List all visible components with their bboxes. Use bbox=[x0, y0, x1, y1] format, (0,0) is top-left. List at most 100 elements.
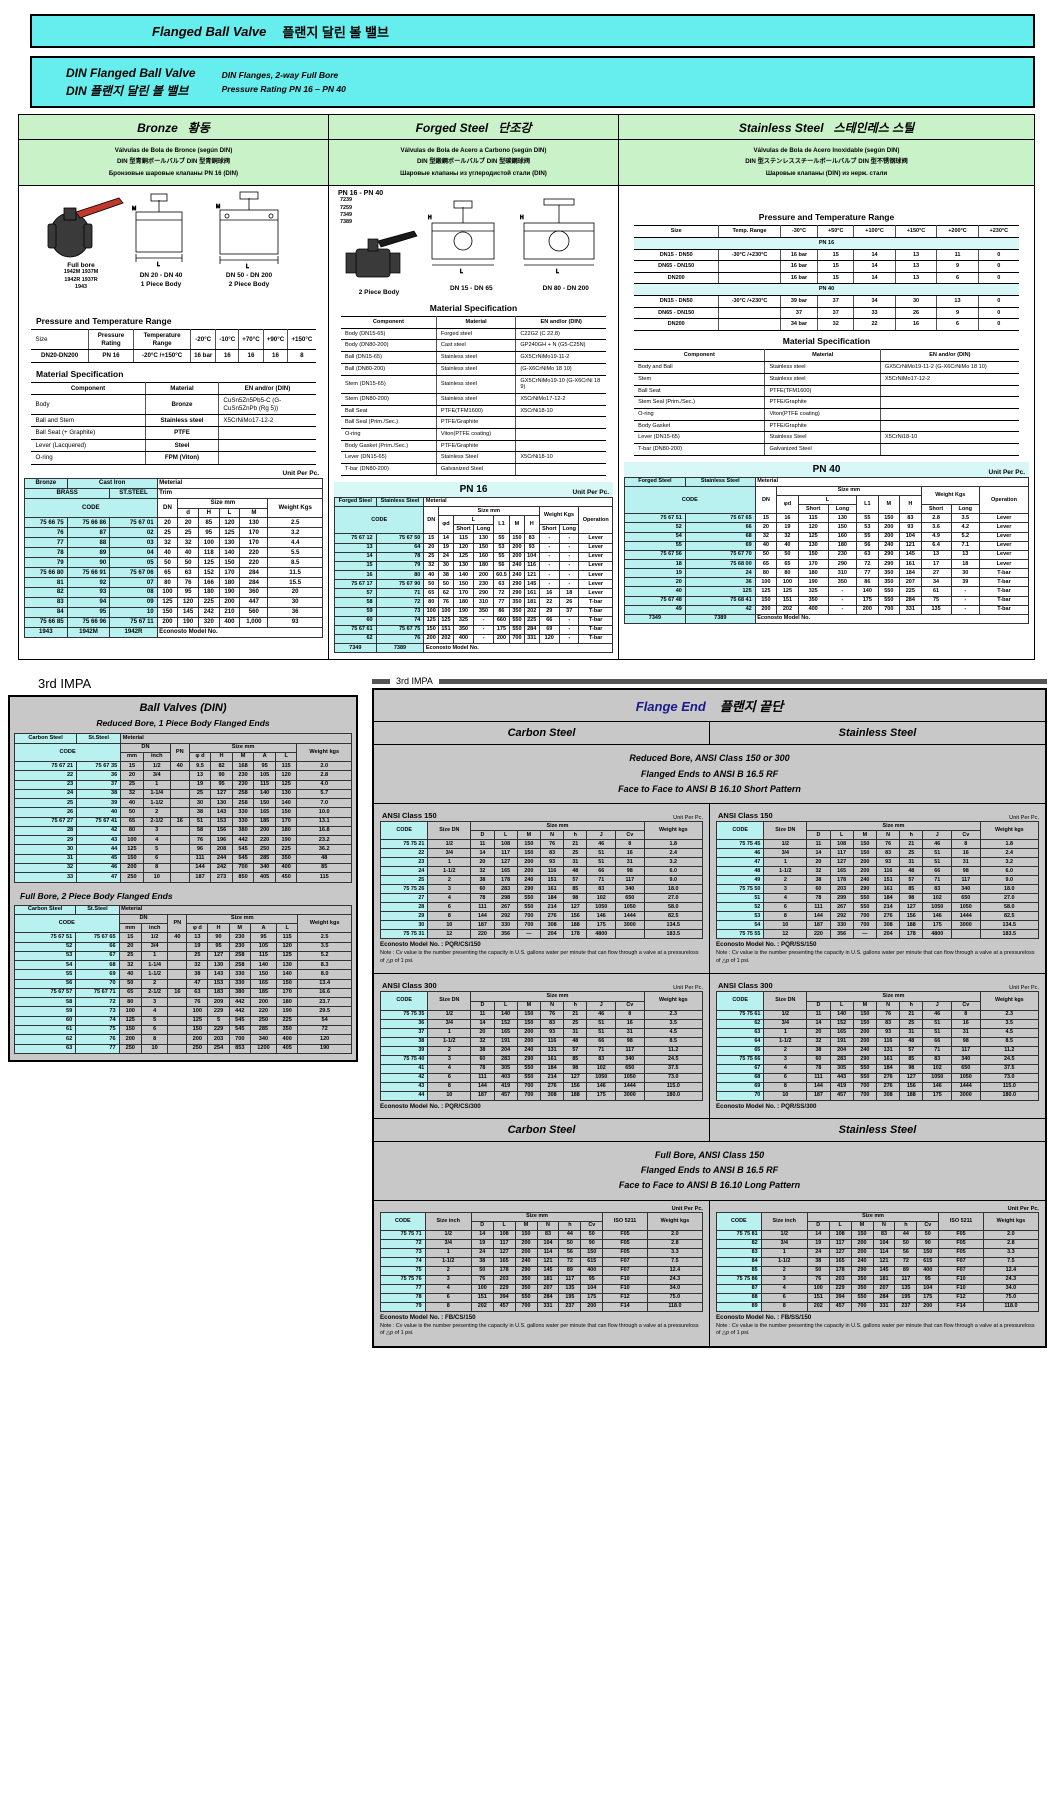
table-cell: 32 bbox=[776, 531, 799, 542]
table-cell: F10 bbox=[602, 1274, 648, 1285]
table-cell: 550 bbox=[852, 893, 877, 904]
table-cell: Lever bbox=[578, 542, 613, 553]
table-cell: 150 bbox=[852, 839, 877, 850]
table-cell bbox=[718, 272, 781, 285]
table-cell: 3 bbox=[427, 1054, 472, 1065]
table-cell: 78 bbox=[806, 893, 831, 904]
table-cell: 20 bbox=[470, 1027, 495, 1038]
table-cell: 20 bbox=[177, 517, 199, 529]
table-header-row: CODE Size DN Size mm Weight kgs bbox=[379, 991, 704, 1011]
table-cell: 4 bbox=[142, 835, 171, 846]
table-cell: 258 bbox=[228, 950, 251, 962]
table-cell: GP240GH + N (G5-C25N) bbox=[515, 339, 607, 353]
table-cell: 220 bbox=[806, 929, 831, 940]
table-cell: 203 bbox=[492, 1274, 516, 1285]
table-cell: 8.5 bbox=[643, 1036, 704, 1047]
table-cell: 40 bbox=[156, 547, 179, 559]
table-cell: 6 bbox=[142, 853, 171, 864]
table-cell: 29.5 bbox=[297, 1006, 352, 1017]
forged-code-table: Forged Steel Stainless Steel Meterial CO… bbox=[333, 496, 613, 654]
table-cell: 77 bbox=[856, 568, 879, 579]
table-cell: 187 bbox=[470, 1090, 495, 1101]
table-cell: Lever bbox=[979, 531, 1029, 542]
table-row: 78 89 04 40 40 118 140 220 5.5 bbox=[24, 547, 323, 559]
table-cell: 75 75 26 bbox=[379, 884, 429, 895]
table-cell: 51 bbox=[715, 893, 765, 904]
table-cell: 29 bbox=[538, 606, 561, 617]
table-cell: 400 bbox=[274, 862, 298, 874]
spec-line-1: DIN Flanges, 2-way Full Bore bbox=[221, 69, 339, 80]
table-row: 14 78 25 24 125 160 55 200 104- - Lever bbox=[334, 551, 613, 562]
table-cell: 18 bbox=[559, 588, 580, 599]
table-cell: 53 bbox=[492, 542, 511, 553]
table-cell: Stainless steel bbox=[764, 361, 881, 374]
ss-pt-table: Size Temp. Range -30°C +50°C +100°C +150°C… bbox=[634, 225, 1019, 331]
table-row: PN 40 bbox=[634, 283, 1019, 296]
table-cell: 8 bbox=[427, 1081, 472, 1092]
table-cell: 350 bbox=[509, 597, 525, 608]
table-cell: 13.1 bbox=[296, 816, 352, 827]
table-cell: 700 bbox=[852, 1090, 877, 1101]
table-cell: 83 bbox=[922, 1054, 952, 1065]
table-cell: 75 67 51 bbox=[624, 513, 686, 524]
table-cell: 7.0 bbox=[296, 798, 352, 809]
table-cell: 63 bbox=[856, 549, 879, 561]
table-row: 29 43 100 4 76 196 442 220 190 23.2 bbox=[13, 835, 352, 846]
table-cell: Viton(PTFE coating) bbox=[435, 428, 517, 441]
table-cell: 140 bbox=[253, 788, 276, 800]
table-cell: 340 bbox=[615, 884, 645, 895]
table-cell: 117 bbox=[615, 1045, 645, 1056]
table-cell: 72 bbox=[75, 997, 120, 1008]
forged-pn-label: PN 16 bbox=[334, 481, 613, 497]
table-cell: 75.0 bbox=[982, 1292, 1040, 1303]
table-cell: 3/4 bbox=[142, 770, 171, 781]
table-row: 78 6 151 394 550 284 195 175 F12 75.0 bbox=[380, 1292, 704, 1303]
table-cell: 75 66 96 bbox=[66, 616, 111, 628]
table-cell: 26 bbox=[894, 307, 938, 320]
table-cell: 38 bbox=[379, 1036, 429, 1047]
table-cell: 156 bbox=[563, 1081, 588, 1092]
table-cell: 75 75 61 bbox=[715, 1009, 765, 1020]
table-row: 49 42 200 202 400-200 700 331 135- T-bar bbox=[624, 604, 1029, 615]
table-cell: 214 bbox=[539, 902, 565, 913]
table-cell: F12 bbox=[602, 1292, 648, 1303]
table-cell: 131 bbox=[539, 1045, 565, 1056]
table-cell: F05 bbox=[602, 1247, 648, 1258]
table-cell: 127 bbox=[563, 1072, 588, 1083]
table-cell: 1-1/2 bbox=[763, 1036, 808, 1047]
table-cell: 290 bbox=[516, 884, 541, 895]
table-cell: 98 bbox=[899, 893, 924, 904]
svg-text:L: L bbox=[246, 264, 249, 270]
table-cell: 1050 bbox=[922, 902, 952, 913]
table-cell: 156 bbox=[563, 911, 588, 922]
table-cell: 40 bbox=[120, 798, 144, 809]
table-cell: 9.0 bbox=[643, 875, 704, 886]
table-cell: 400 bbox=[580, 1265, 604, 1276]
table-cell: 53 bbox=[715, 911, 765, 922]
table-row: Lever (DN15-65) Stainless Steel X5CrNi18-1… bbox=[340, 451, 607, 465]
table-cell: 77 bbox=[24, 537, 68, 549]
table-cell: 220 bbox=[249, 1006, 278, 1017]
table-row: 62 76 200 8 200 203 700 340 400 120 bbox=[13, 1034, 352, 1045]
table-cell: 16 bbox=[894, 318, 938, 331]
table-cell: 8 bbox=[760, 1301, 808, 1312]
table-cell: 83 bbox=[523, 533, 540, 544]
table-cell: 43 bbox=[379, 1081, 429, 1092]
table-cell: 209 bbox=[207, 997, 230, 1008]
table-row: 79 90 05 50 50 125 150 220 8.5 bbox=[24, 557, 323, 569]
table-cell: 32 bbox=[156, 537, 179, 549]
table-cell: 8.3 bbox=[297, 960, 352, 971]
table-cell: 25 bbox=[177, 527, 199, 539]
table-cell: 127 bbox=[210, 788, 233, 800]
table-cell: 93 bbox=[875, 857, 901, 868]
table-cell: 75 67 12 bbox=[334, 533, 377, 544]
table-cell: 71 bbox=[586, 1045, 616, 1056]
table-cell: 190 bbox=[274, 835, 298, 846]
cs300-title: ANSI Class 300 bbox=[382, 981, 437, 991]
table-cell: 37 bbox=[817, 295, 855, 308]
table-cell: 258 bbox=[231, 798, 255, 809]
table-cell: 152 bbox=[197, 567, 220, 578]
table-cell: 187 bbox=[806, 920, 831, 931]
table-cell: F14 bbox=[938, 1301, 984, 1312]
table-cell: 90 bbox=[916, 1238, 940, 1249]
